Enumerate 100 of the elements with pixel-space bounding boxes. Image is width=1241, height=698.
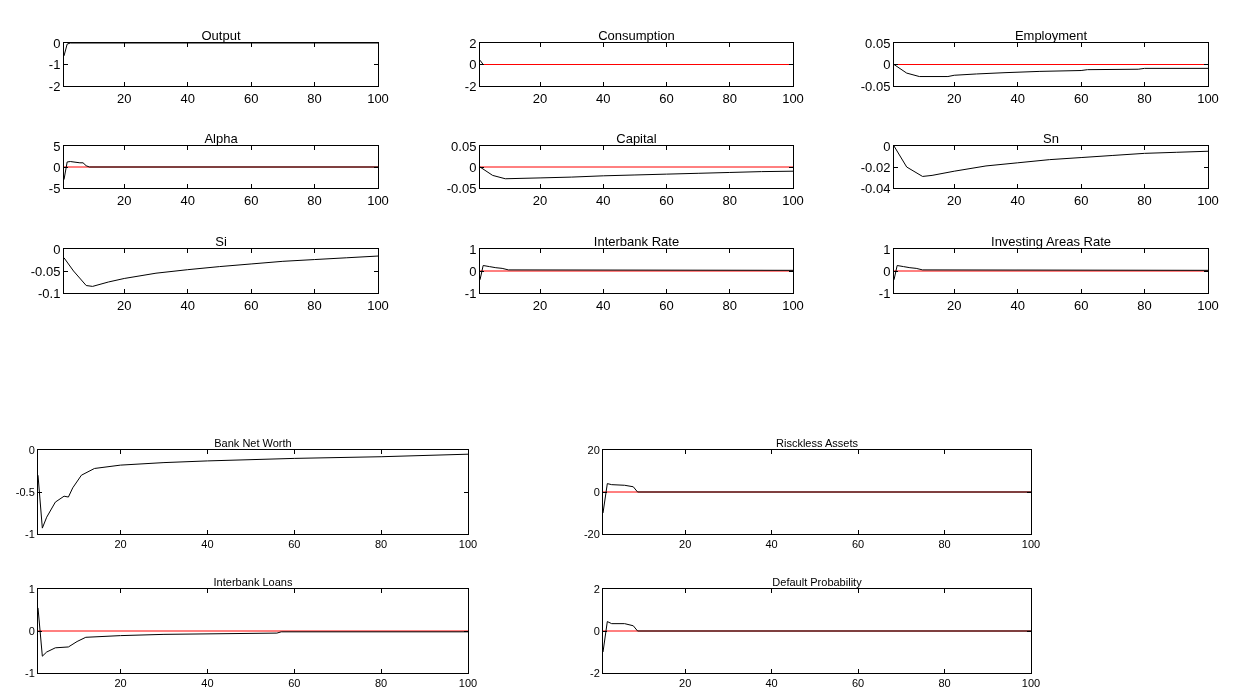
y-tick-label: 1 — [28, 582, 35, 595]
x-tick-label: 60 — [1073, 90, 1089, 106]
x-tick-label: 20 — [532, 297, 548, 313]
x-tick-label: 60 — [659, 297, 674, 313]
chart-title: Si — [215, 234, 227, 249]
x-tick-label: 60 — [288, 677, 301, 690]
y-tick-label: -0.02 — [860, 159, 891, 175]
x-tick-label: 20 — [679, 538, 692, 551]
y-tick-label: 2 — [593, 582, 600, 595]
y-tick-label: 0 — [469, 57, 477, 73]
y-tick-label: -1 — [878, 285, 891, 301]
y-tick-label: -0.5 — [15, 485, 35, 498]
x-tick-label: 40 — [596, 297, 611, 313]
y-tick-label: -2 — [48, 78, 61, 94]
x-tick-label: 40 — [1010, 192, 1025, 208]
y-tick-label: -0.05 — [30, 263, 61, 279]
y-tick-label: 1 — [883, 241, 891, 257]
y-tick-label: 0 — [883, 263, 891, 279]
y-tick-label: 0.05 — [451, 138, 477, 154]
x-tick-label: 60 — [243, 192, 259, 208]
x-tick-label: 40 — [765, 677, 778, 690]
y-tick-label: 0 — [53, 35, 61, 51]
y-tick-label: -1 — [25, 666, 35, 679]
x-tick-label: 80 — [1137, 90, 1152, 106]
x-tick-label: 40 — [596, 90, 611, 106]
x-tick-label: 80 — [307, 90, 322, 106]
x-tick-label: 60 — [288, 538, 301, 551]
x-tick-label: 80 — [722, 192, 737, 208]
x-tick-label: 20 — [679, 677, 692, 690]
x-tick-label: 60 — [659, 90, 674, 106]
x-tick-label: 80 — [375, 677, 388, 690]
y-tick-label: 2 — [469, 35, 477, 51]
y-tick-label: 0 — [469, 263, 477, 279]
x-tick-label: 80 — [1137, 192, 1152, 208]
x-tick-label: 40 — [180, 297, 195, 313]
x-tick-label: 40 — [1010, 90, 1025, 106]
x-tick-label: 20 — [117, 297, 132, 313]
x-tick-label: 40 — [180, 90, 195, 106]
x-tick-label: 40 — [201, 677, 214, 690]
chart-title: Output — [201, 28, 241, 43]
x-tick-label: 60 — [1073, 297, 1089, 313]
y-tick-label: 0 — [53, 241, 61, 257]
chart-title: Consumption — [598, 28, 675, 43]
y-tick-label: 0 — [593, 624, 600, 637]
y-tick-label: 20 — [587, 443, 600, 456]
y-tick-label: 0 — [53, 159, 61, 175]
x-tick-label: 100 — [1021, 677, 1041, 690]
x-tick-label: 80 — [722, 297, 737, 313]
x-tick-label: 60 — [851, 677, 865, 690]
x-tick-label: 20 — [532, 192, 548, 208]
chart-title: Risckless Assets — [776, 437, 859, 449]
y-tick-label: -0.1 — [37, 285, 61, 301]
y-tick-label: -1 — [25, 527, 35, 540]
x-tick-label: 60 — [851, 538, 865, 551]
x-tick-label: 40 — [1010, 297, 1025, 313]
x-tick-label: 80 — [722, 90, 737, 106]
x-tick-label: 20 — [117, 90, 132, 106]
chart-title: Interbank Rate — [593, 234, 680, 249]
chart-title: Bank Net Worth — [214, 437, 292, 449]
x-tick-label: 40 — [596, 192, 611, 208]
chart-title: Interbank Loans — [213, 576, 293, 588]
x-tick-label: 100 — [782, 90, 804, 106]
x-tick-label: 80 — [307, 297, 322, 313]
x-tick-label: 20 — [947, 192, 962, 208]
x-tick-label: 80 — [938, 677, 951, 690]
y-tick-label: -2 — [590, 666, 600, 679]
x-tick-label: 40 — [180, 192, 195, 208]
x-tick-label: 100 — [458, 677, 478, 690]
y-tick-label: 5 — [53, 138, 61, 154]
x-tick-label: 40 — [765, 538, 778, 551]
x-tick-label: 100 — [367, 297, 389, 313]
chart-title: Employment — [1014, 28, 1088, 43]
x-tick-label: 80 — [938, 538, 951, 551]
x-tick-label: 100 — [1197, 297, 1219, 313]
x-tick-label: 100 — [367, 90, 389, 106]
y-tick-label: 0 — [883, 57, 891, 73]
x-tick-label: 60 — [243, 297, 259, 313]
x-tick-label: 60 — [1073, 192, 1089, 208]
x-tick-label: 100 — [458, 538, 478, 551]
chart-title: Capital — [616, 131, 657, 146]
x-tick-label: 20 — [532, 90, 548, 106]
y-tick-label: 0 — [593, 485, 600, 498]
y-tick-label: -20 — [583, 527, 600, 540]
x-tick-label: 80 — [375, 538, 388, 551]
y-tick-label: 0 — [469, 159, 477, 175]
chart-title: Default Probability — [772, 576, 863, 588]
chart-title: Alpha — [204, 131, 239, 146]
x-tick-label: 20 — [117, 192, 132, 208]
y-tick-label: 1 — [469, 241, 477, 257]
x-tick-label: 60 — [243, 90, 259, 106]
x-tick-label: 40 — [201, 538, 214, 551]
x-tick-label: 20 — [947, 297, 962, 313]
y-tick-label: -5 — [48, 180, 61, 196]
x-tick-label: 80 — [307, 192, 322, 208]
x-tick-label: 20 — [114, 677, 127, 690]
x-tick-label: 100 — [782, 192, 804, 208]
x-tick-label: 100 — [782, 297, 804, 313]
y-tick-label: 0 — [883, 138, 891, 154]
y-tick-label: 0.05 — [865, 35, 891, 51]
x-tick-label: 60 — [659, 192, 674, 208]
